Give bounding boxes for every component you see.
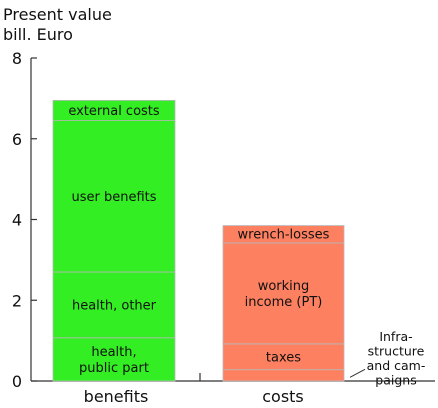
segment-label: user benefits [71,190,156,205]
segment-label: public part [79,361,149,376]
segment-label: health, [91,345,136,360]
y-tick-label: 0 [12,372,22,391]
costs-segment [222,225,345,244]
costs-segment [222,242,345,345]
costs-segment [222,343,345,371]
segment-label: income (PT) [245,295,323,310]
x-category-label: benefits [84,387,149,406]
y-tick-label: 2 [12,291,22,310]
benefits-segment [52,99,176,121]
y-tick-label: 4 [12,211,22,230]
segment-label: working [258,279,310,294]
costs-segment [222,369,345,382]
segment-label: health, other [72,298,157,313]
benefits-segment [52,337,176,382]
segment-annotation: paigns [375,373,416,388]
benefits-segment [52,120,176,273]
y-axis-title: bill. Euro [3,25,73,44]
y-tick-label: 8 [12,49,22,68]
segment-label: taxes [266,350,301,365]
segment-annotation: structure [368,344,425,359]
y-axis-title: Present value [3,5,112,24]
segment-label: wrench-losses [238,228,330,243]
segment-label: external costs [68,104,160,119]
segment-annotation: Infra- [379,329,412,344]
y-tick-label: 6 [12,130,22,149]
segment-annotation: and cam- [367,358,426,373]
x-category-label: costs [262,387,304,406]
annotation-leader-line [349,368,366,378]
benefits-segment [52,271,176,339]
